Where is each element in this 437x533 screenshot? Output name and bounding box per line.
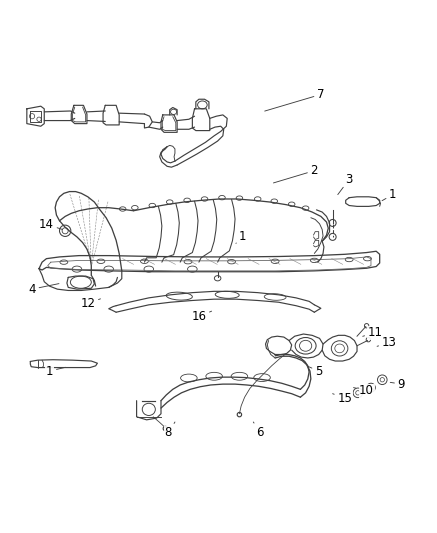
Text: 1: 1 xyxy=(382,188,396,201)
Text: 6: 6 xyxy=(253,422,264,439)
Text: 12: 12 xyxy=(80,297,101,310)
Text: 2: 2 xyxy=(274,164,318,183)
Text: 13: 13 xyxy=(377,336,397,349)
Text: 4: 4 xyxy=(28,282,59,296)
Text: 14: 14 xyxy=(39,218,62,231)
Text: 11: 11 xyxy=(363,326,383,339)
Text: 7: 7 xyxy=(265,88,325,111)
Text: 5: 5 xyxy=(308,365,323,377)
Text: 1: 1 xyxy=(236,230,246,244)
Text: 16: 16 xyxy=(191,310,212,323)
Text: 1: 1 xyxy=(46,365,66,377)
Text: 9: 9 xyxy=(390,377,405,391)
Text: 3: 3 xyxy=(338,173,353,195)
Text: 15: 15 xyxy=(333,392,352,405)
Text: 10: 10 xyxy=(354,384,374,397)
Text: 8: 8 xyxy=(165,422,175,439)
